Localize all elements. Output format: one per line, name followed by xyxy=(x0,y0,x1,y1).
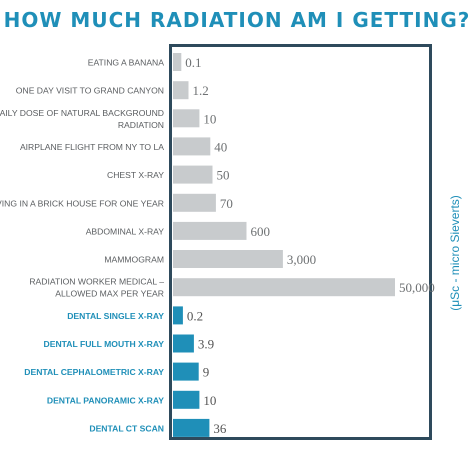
value-label: 10 xyxy=(203,111,216,126)
bar-dental xyxy=(173,334,194,353)
category-label: CHEST X-RAY xyxy=(107,170,164,180)
value-label: 3,000 xyxy=(287,252,316,267)
value-label: 50,000 xyxy=(399,280,435,295)
category-label: LIVING IN A BRICK HOUSE FOR ONE YEAR xyxy=(0,198,164,208)
bar-general xyxy=(173,81,189,100)
bar-dental xyxy=(173,390,200,409)
bar-dental xyxy=(173,306,183,325)
value-label: 36 xyxy=(213,421,227,436)
value-label: 10 xyxy=(203,393,216,408)
value-label: 3.9 xyxy=(198,337,214,352)
category-label: MAMMOGRAM xyxy=(104,255,164,265)
category-label: RADIATION WORKER MEDICAL – ALLOWED MAX PE… xyxy=(29,277,164,299)
bar-general xyxy=(173,109,200,128)
category-label: DENTAL PANORAMIC X-RAY xyxy=(47,395,164,405)
value-label: 40 xyxy=(214,139,227,154)
value-label: 0.1 xyxy=(185,55,201,70)
category-label: AIRPLANE FLIGHT FROM NY TO LA xyxy=(20,142,164,152)
bar-dental xyxy=(173,362,199,381)
bar-general xyxy=(173,278,395,297)
category-label: DENTAL SINGLE X-RAY xyxy=(67,311,164,321)
bar-general xyxy=(173,193,216,212)
value-label: 1.2 xyxy=(193,83,209,98)
bar-dental xyxy=(173,418,210,437)
value-label: 70 xyxy=(220,196,233,211)
category-label: ABDOMINAL X-RAY xyxy=(86,226,165,236)
bar-general xyxy=(173,165,213,184)
bar-general xyxy=(173,137,211,156)
value-label: 50 xyxy=(217,168,230,183)
chart-frame xyxy=(169,44,432,440)
bar-general xyxy=(173,250,283,268)
value-label: 0.2 xyxy=(187,308,203,323)
bar-general xyxy=(173,53,182,71)
category-label: EATING A BANANA xyxy=(88,58,165,68)
category-label: DAILY DOSE OF NATURAL BACKGROUND RADIATIO… xyxy=(0,108,164,130)
value-label: 9 xyxy=(203,365,210,380)
category-label: ONE DAY VISIT TO GRAND CANYON xyxy=(16,86,164,96)
category-label: DENTAL FULL MOUTH X-RAY xyxy=(44,339,165,349)
bar-general xyxy=(173,221,247,240)
value-label: 600 xyxy=(251,224,271,239)
category-label: DENTAL CEPHALOMETRIC X-RAY xyxy=(24,367,164,377)
category-label: DENTAL CT SCAN xyxy=(89,423,164,433)
chart-title: HOW MUCH RADIATION AM I GETTING? xyxy=(3,8,471,32)
